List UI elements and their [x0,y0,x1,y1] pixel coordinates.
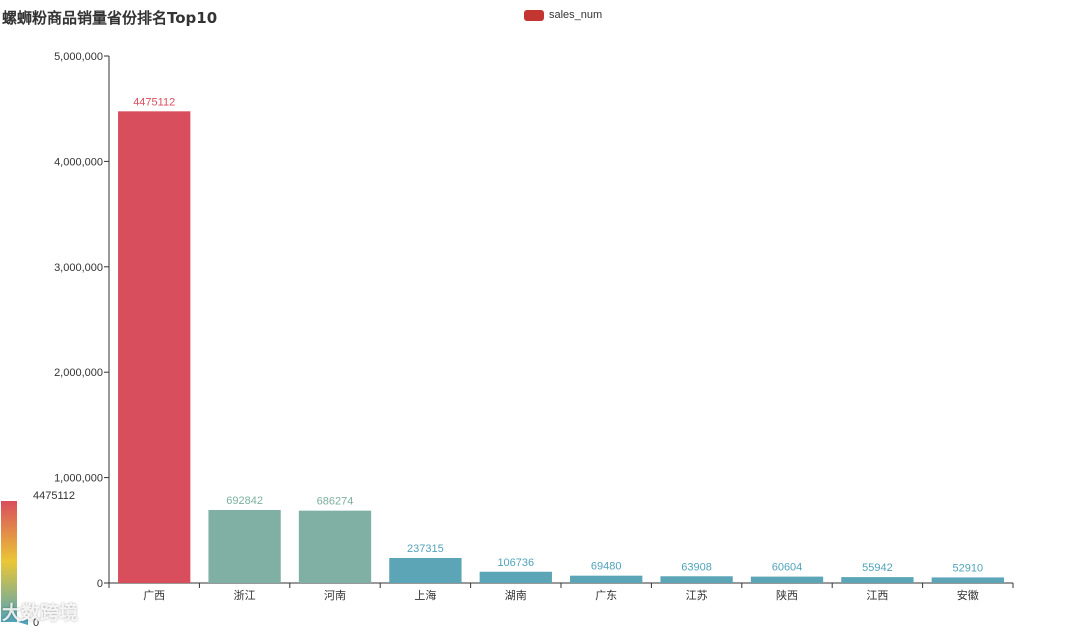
data-label: 4475112 [133,96,175,108]
visual-map[interactable] [0,501,30,626]
bar-陕西 [750,576,824,583]
legend-label: sales_num [549,9,603,21]
x-tick-label: 湖南 [505,589,527,602]
x-tick-label: 河南 [324,589,346,602]
y-tick-label: 5,000,000 [54,51,103,63]
data-label: 63908 [681,561,712,573]
bar-广西 [118,111,191,584]
y-tick-label: 3,000,000 [54,262,103,274]
data-label: 686274 [317,496,354,508]
chart-title: 螺蛳粉商品销量省份排名Top10 [2,9,218,27]
x-tick-label: 广东 [595,589,617,602]
data-label: 52910 [953,562,984,574]
x-tick-label: 安徽 [957,588,979,602]
x-tick-label: 浙江 [234,589,256,602]
y-tick-label: 0 [97,578,103,590]
y-tick-label: 2,000,000 [54,367,103,379]
bar-安徽 [931,577,1004,583]
visual-map-max-label: 4475112 [33,490,76,502]
legend[interactable]: sales_num [524,9,602,21]
y-tick-label: 1,000,000 [54,473,103,485]
bar-浙江 [208,509,281,583]
bar-上海 [389,557,462,583]
data-label: 237315 [407,543,444,555]
data-label: 692842 [226,495,263,507]
data-label: 69480 [591,561,622,573]
x-tick-label: 江西 [866,589,888,602]
bar-广东 [570,575,643,583]
y-tick-label: 4,000,000 [54,156,103,168]
bar-河南 [298,510,372,583]
legend-swatch [524,9,544,21]
x-tick-label: 上海 [414,588,436,602]
visual-map-handle-bottom[interactable] [18,619,28,625]
x-tick-label: 广西 [143,589,165,602]
watermark-logo: 大数跨境 [2,602,79,624]
x-tick-label: 江苏 [686,589,708,602]
data-label: 55942 [862,562,893,574]
bar-江苏 [660,576,733,583]
visual-map-bar [1,501,17,622]
data-label: 106736 [497,557,534,569]
visual-map-min-label: 0 [33,617,40,629]
bar-湖南 [479,571,552,583]
data-label: 60604 [772,562,803,574]
bar-江西 [841,577,914,583]
x-tick-label: 陕西 [776,588,798,602]
